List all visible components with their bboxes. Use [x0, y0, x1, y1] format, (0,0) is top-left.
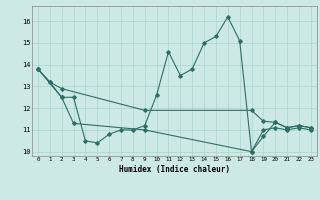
X-axis label: Humidex (Indice chaleur): Humidex (Indice chaleur) — [119, 165, 230, 174]
